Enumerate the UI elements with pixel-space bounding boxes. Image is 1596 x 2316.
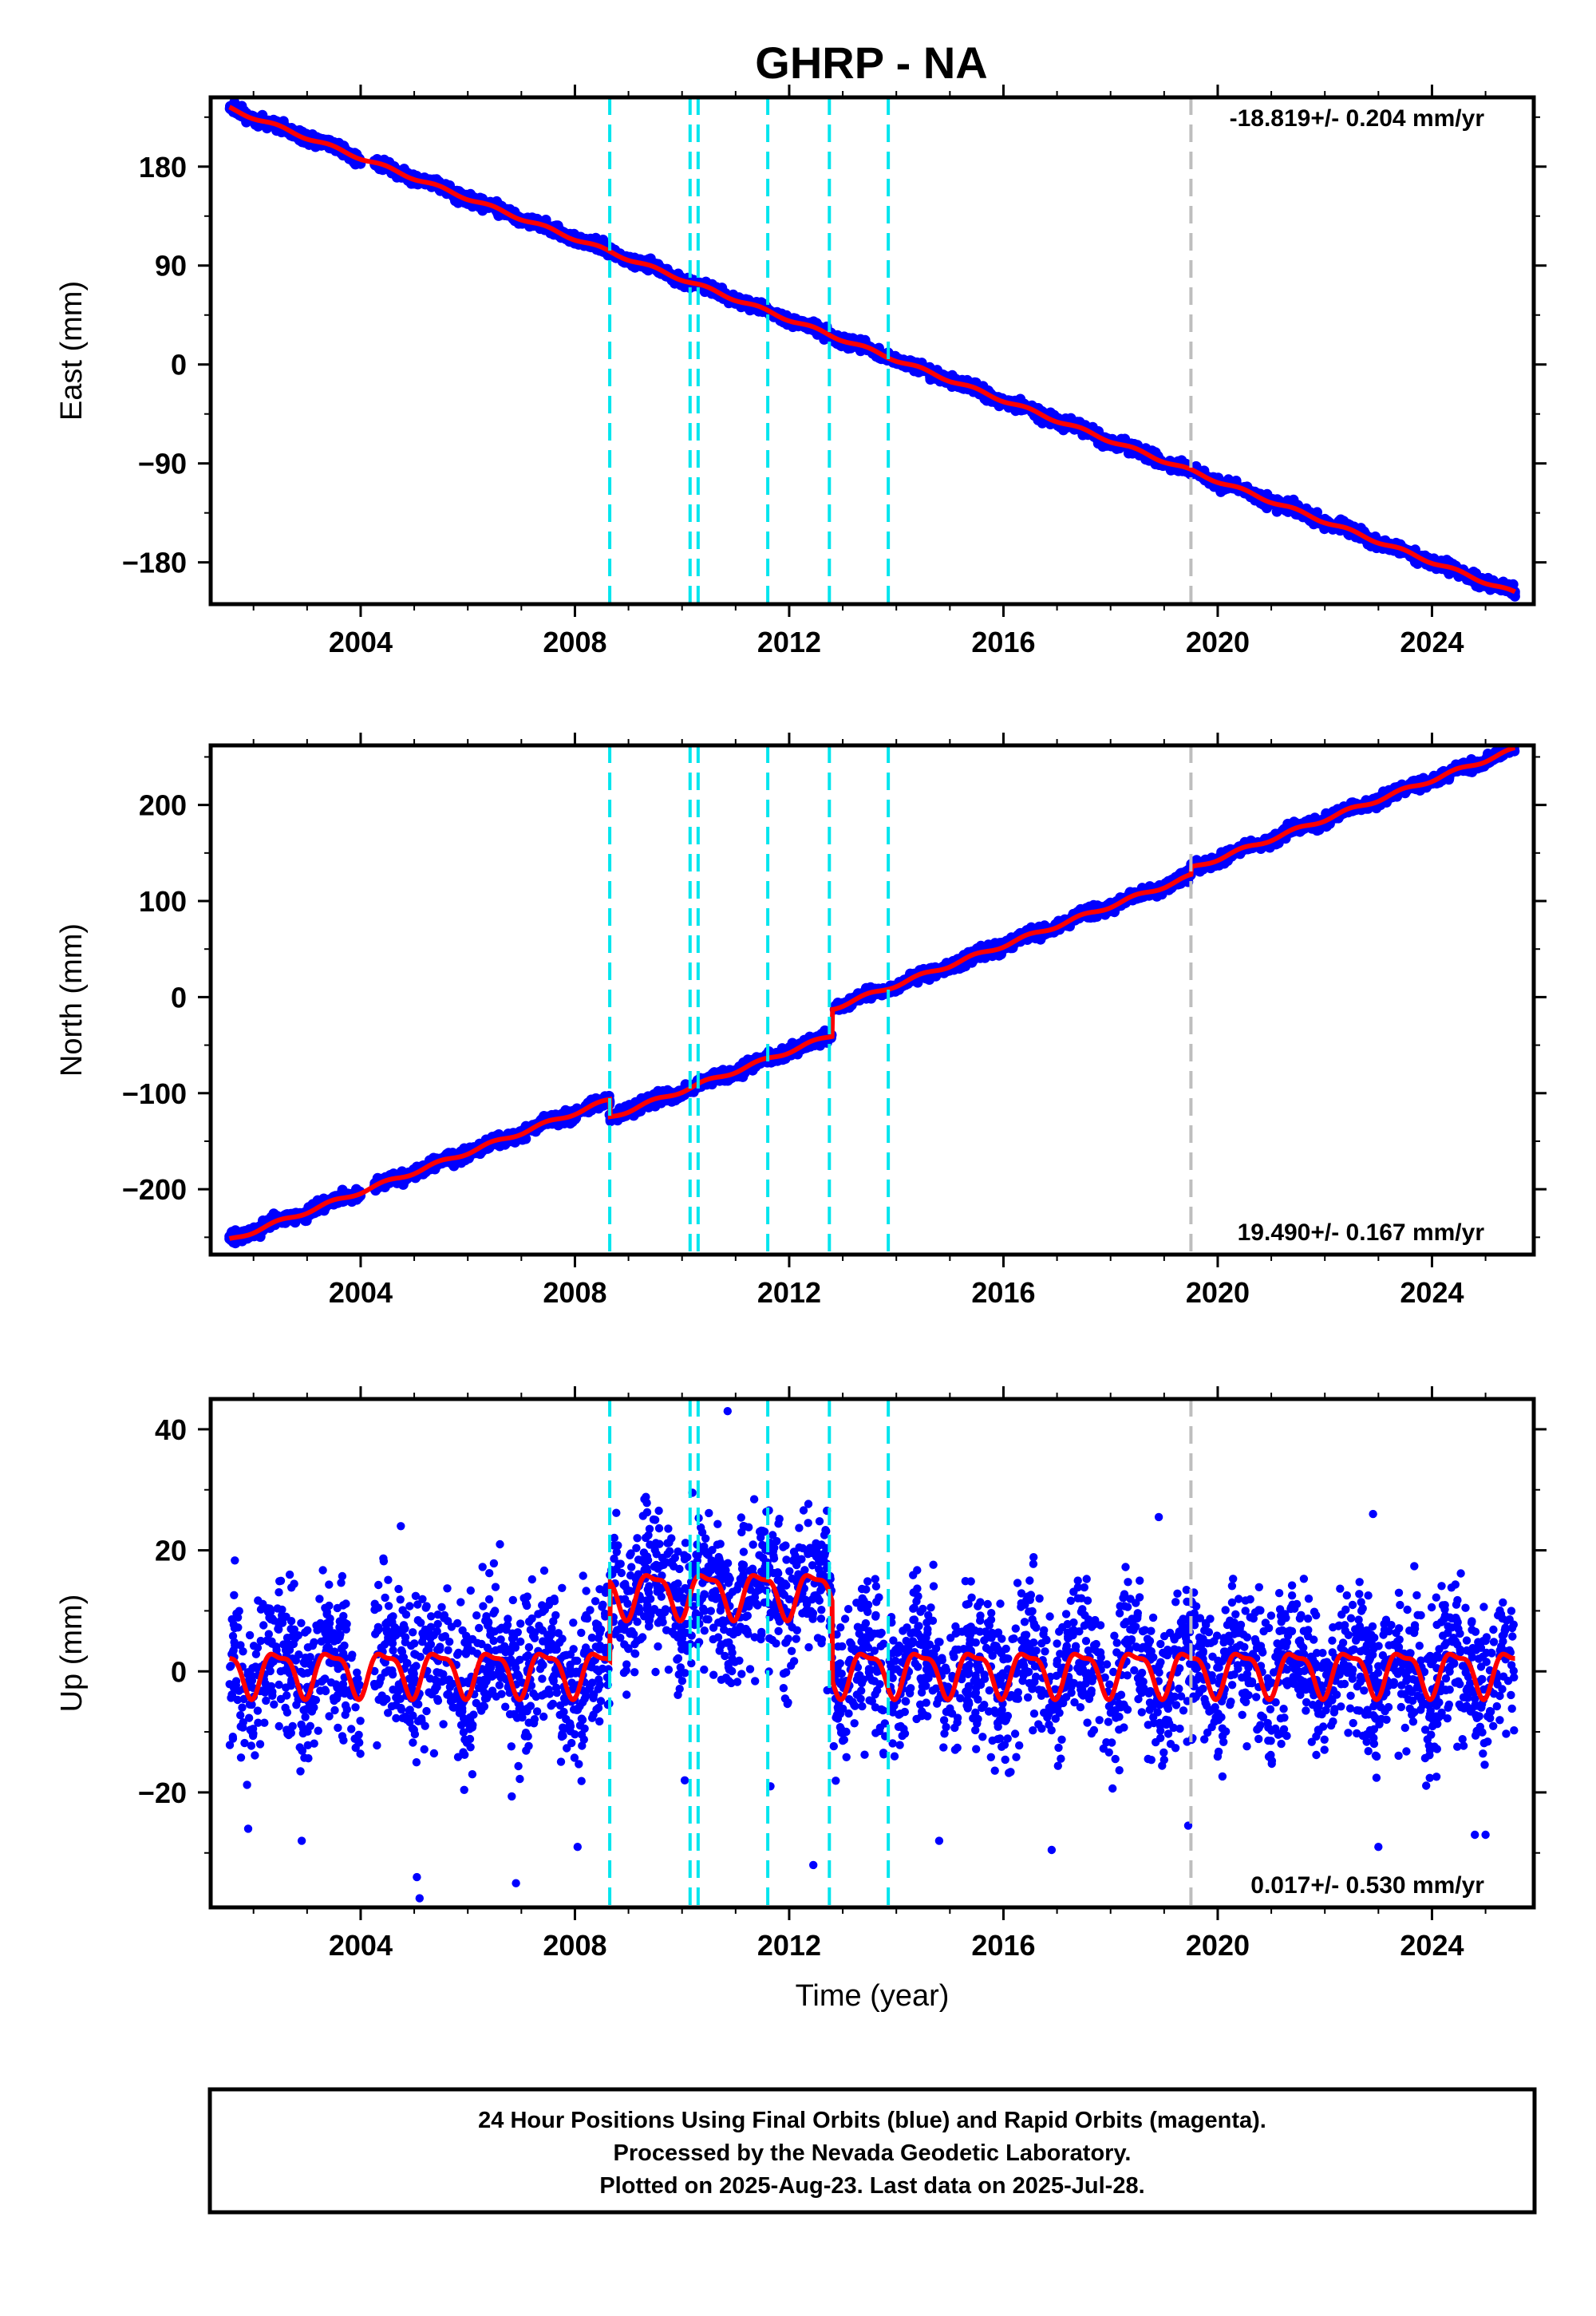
data-point — [450, 196, 460, 207]
data-point — [1165, 464, 1176, 476]
y-tick-label: −90 — [138, 448, 187, 480]
rate-label: -18.819+/- 0.204 mm/yr — [1230, 105, 1485, 132]
plot-frame — [208, 95, 1536, 607]
east-panel: −180 −90 0 90 180 2004 2008 2012 2016 2020 2024 Eas… — [55, 85, 1547, 658]
x-tick-label: 2024 — [1400, 626, 1464, 658]
y-tick-label: −180 — [122, 547, 187, 579]
model-fit-line — [228, 105, 1516, 595]
data-point — [1271, 506, 1282, 517]
x-tick-label: 2016 — [971, 626, 1035, 658]
y-tick-label: 90 — [155, 250, 187, 283]
x-tick-label: 2012 — [757, 626, 821, 658]
y-tick-label: 0 — [171, 349, 187, 381]
chart-title: GHRP - NA — [755, 38, 987, 88]
x-tick-label: 2020 — [1186, 626, 1250, 658]
x-tick-label: 2008 — [543, 626, 606, 658]
y-tick-label: 180 — [139, 151, 187, 184]
x-tick-label: 2004 — [329, 626, 393, 658]
y-axis-title: East (mm) — [55, 281, 89, 421]
